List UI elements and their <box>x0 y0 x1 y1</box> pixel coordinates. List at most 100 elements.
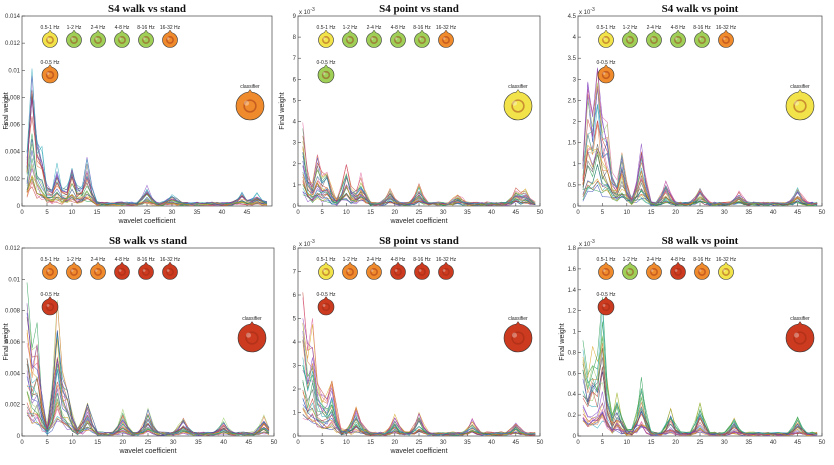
band-label: 16-32 Hz <box>716 25 737 31</box>
y-tick-label: 1 <box>293 411 297 417</box>
scalp-map-band-2-contour <box>626 268 634 276</box>
scalp-map-band-1-nose <box>47 29 53 34</box>
scalp-map-band-1-highlight <box>322 37 326 40</box>
scalp-map-classifier-nose <box>515 89 521 93</box>
classifier-label: classifier <box>508 316 528 322</box>
scalp-map-band-3-contour <box>650 268 658 276</box>
scalp-maps: 0.5-1 Hz 1-2 Hz 2-4 Hz 4-8 Hz 8-16 Hz 16-32 H… <box>597 257 815 353</box>
y-tick-label: 3 <box>293 364 297 370</box>
scalp-map-band-1 <box>598 29 614 48</box>
x-tick-label: 0 <box>296 210 300 216</box>
y-tick-label: 3 <box>293 141 297 147</box>
scalp-map-classifier-nose <box>249 321 255 325</box>
x-tick-label: 15 <box>648 440 655 446</box>
scalp-map-band-3 <box>90 29 106 48</box>
weight-trace <box>582 164 818 206</box>
scalp-map-band-5-scalp <box>414 32 430 48</box>
x-tick-label: 30 <box>721 440 728 446</box>
scalp-map-band-3-highlight <box>94 269 98 272</box>
x-tick-label: 25 <box>416 210 423 216</box>
scalp-map-band-5-contour <box>698 268 706 276</box>
scalp-map-band-1-contour <box>602 268 610 276</box>
scalp-map-low-band <box>597 296 615 316</box>
band-label: 8-16 Hz <box>413 25 431 31</box>
x-tick-label: 5 <box>321 440 325 446</box>
scalp-map-band-5-contour <box>418 268 426 276</box>
scalp-map-band-5-highlight <box>698 37 702 40</box>
x-tick-label: 25 <box>416 440 423 446</box>
scalp-map-band-6-scalp <box>718 32 734 48</box>
scalp-map-band-2-contour <box>346 36 354 44</box>
x-tick-label: 0 <box>20 440 24 446</box>
x-tick-label: 35 <box>745 210 752 216</box>
band-label: 0.5-1 Hz <box>41 25 60 31</box>
scalp-map-band-1-scalp <box>598 32 614 48</box>
y-tick-label: 0.6 <box>568 371 577 377</box>
weight-trace <box>302 389 536 436</box>
y-tick-label: 1.2 <box>568 309 577 315</box>
scalp-map-band-3-nose <box>95 29 101 34</box>
scalp-map-classifier-nose <box>515 321 521 325</box>
x-tick-label: 15 <box>94 210 101 216</box>
x-tick-label: 5 <box>321 210 325 216</box>
y-tick-label: 2 <box>573 120 577 126</box>
x-tick-label: 35 <box>464 440 471 446</box>
x-tick-label: 35 <box>745 440 752 446</box>
band-label-low: 0-0.5 Hz <box>317 60 336 66</box>
y-exponent-power: -3 <box>310 239 315 245</box>
y-tick-label: 0.012 <box>5 41 21 47</box>
scalp-map-band-6-scalp <box>718 264 734 280</box>
scalp-map-band-1-scalp <box>42 32 58 48</box>
band-label: 1-2 Hz <box>623 25 638 31</box>
x-tick-label: 5 <box>601 210 605 216</box>
chart-1: S4 walk vs stand 0 0.002 0.004 0.006 0.008 0.0… <box>3 3 273 225</box>
scalp-map-band-3-scalp <box>366 264 382 280</box>
x-tick-label: 45 <box>512 210 519 216</box>
classifier-label: classifier <box>790 84 810 90</box>
scalp-map-band-4 <box>114 261 130 280</box>
y-tick-label: 0 <box>573 204 577 210</box>
scalp-map-band-2-nose <box>347 261 353 266</box>
y-tick-label: 8 <box>293 246 297 252</box>
y-tick-label: 2 <box>293 162 297 168</box>
y-tick-label: 0.012 <box>5 246 21 252</box>
scalp-map-band-6 <box>162 261 178 280</box>
band-label: 8-16 Hz <box>413 257 431 263</box>
y-tick-label: 5 <box>293 98 297 104</box>
x-tick-label: 25 <box>697 440 704 446</box>
scalp-map-band-6-highlight <box>442 269 446 272</box>
scalp-map-band-1-highlight <box>46 37 50 40</box>
x-tick-label: 50 <box>537 440 544 446</box>
scalp-map-band-5-scalp <box>138 32 154 48</box>
scalp-map-band-3 <box>366 261 382 280</box>
weight-trace <box>582 415 818 437</box>
chart-title: S8 walk vs point <box>662 235 739 247</box>
scalp-map-low-band-nose <box>47 296 53 300</box>
scalp-map-band-4-contour <box>674 36 682 44</box>
chart-title: S4 point vs stand <box>379 3 459 15</box>
band-label: 4-8 Hz <box>115 25 130 31</box>
scalp-map-band-2 <box>622 261 638 280</box>
x-tick-label: 30 <box>440 210 447 216</box>
weight-trace <box>26 175 268 206</box>
scalp-map-band-1-contour <box>46 268 54 276</box>
scalp-map-band-2-highlight <box>70 269 74 272</box>
scalp-map-band-4-contour <box>674 268 682 276</box>
y-tick-label: 0.01 <box>8 68 20 74</box>
x-tick-label: 45 <box>512 440 519 446</box>
x-tick-label: 10 <box>69 210 76 216</box>
y-tick-label: 0.002 <box>5 177 21 183</box>
scalp-map-band-5 <box>694 261 710 280</box>
y-tick-label: 0 <box>573 434 577 440</box>
scalp-maps: 0.5-1 Hz 1-2 Hz 2-4 Hz 4-8 Hz 8-16 Hz 16-32 H… <box>317 257 533 353</box>
weight-trace <box>26 303 270 435</box>
scalp-map-band-1-contour <box>322 36 330 44</box>
weight-trace <box>302 176 536 206</box>
band-label: 2-4 Hz <box>91 25 106 31</box>
y-tick-label: 7 <box>293 270 297 276</box>
scalp-map-band-5-nose <box>699 29 705 34</box>
band-label: 8-16 Hz <box>693 25 711 31</box>
scalp-map-band-2-scalp <box>342 32 358 48</box>
band-label: 0.5-1 Hz <box>317 257 336 263</box>
y-tick-label: 5 <box>293 317 297 323</box>
